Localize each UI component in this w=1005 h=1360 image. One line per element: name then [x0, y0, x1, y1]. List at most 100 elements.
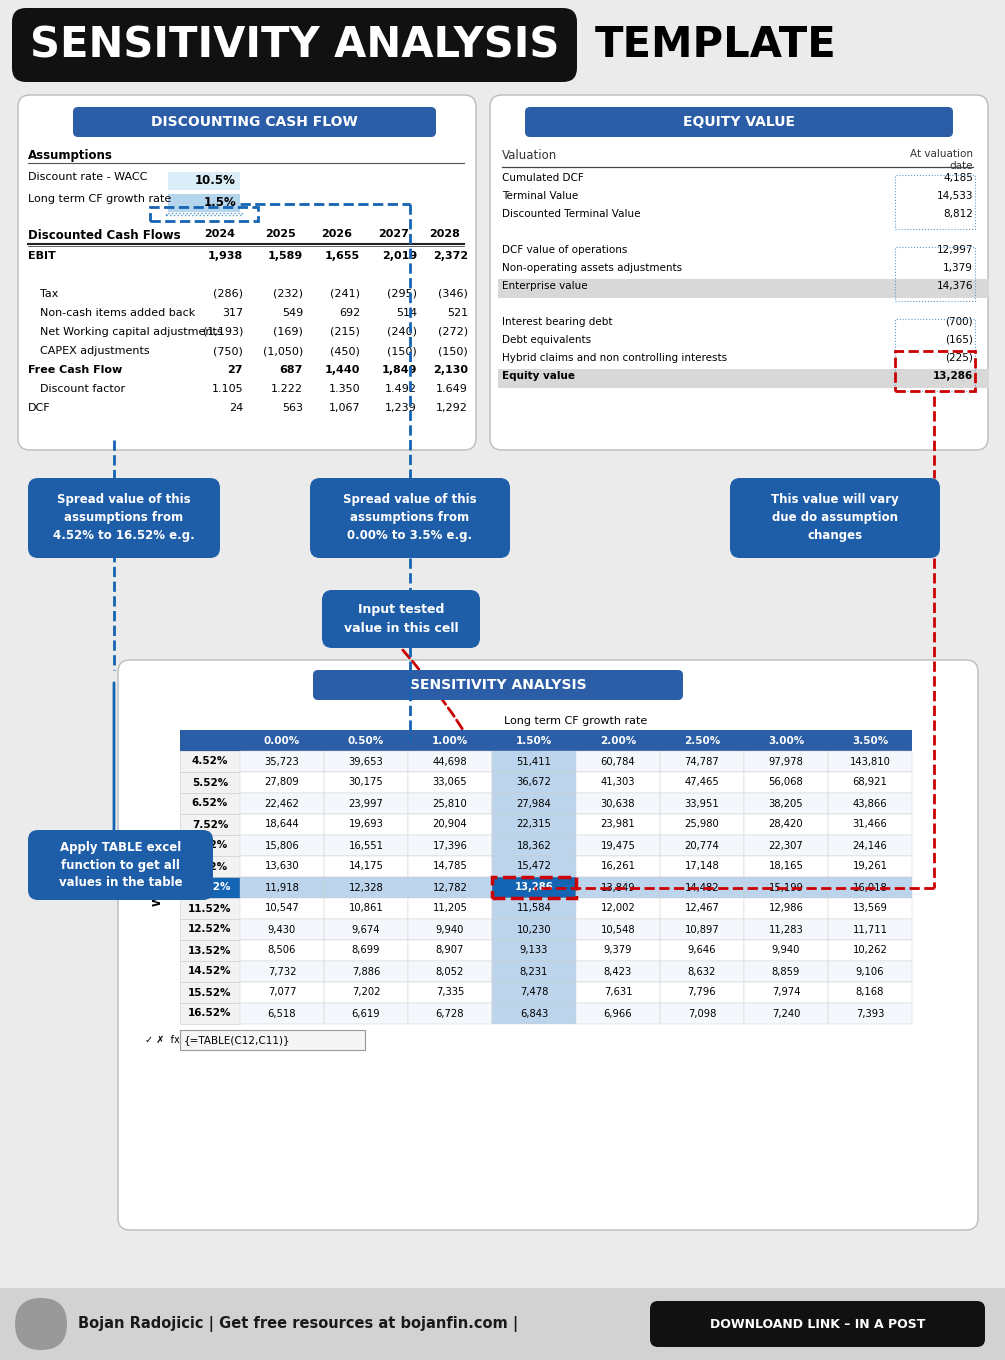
Text: 10,262: 10,262 [852, 945, 887, 956]
Text: 7.52%: 7.52% [192, 820, 228, 830]
Text: 6,728: 6,728 [436, 1009, 464, 1019]
Text: 13,286: 13,286 [933, 371, 973, 381]
Text: 7,077: 7,077 [267, 987, 296, 997]
Text: 47,465: 47,465 [684, 778, 720, 787]
Text: Equity value: Equity value [502, 371, 575, 381]
Text: 1.50%: 1.50% [516, 736, 552, 745]
Text: (169): (169) [273, 326, 303, 337]
FancyBboxPatch shape [118, 660, 978, 1229]
FancyBboxPatch shape [18, 95, 476, 450]
Bar [828, 772, 912, 793]
Text: Non-cash items added back: Non-cash items added back [40, 307, 195, 318]
Bar [324, 815, 408, 835]
Bar [240, 962, 324, 982]
Bar [828, 919, 912, 940]
Text: 33,065: 33,065 [433, 778, 467, 787]
Bar [408, 1004, 492, 1024]
Bar [576, 919, 660, 940]
Bar [408, 793, 492, 815]
Bar [180, 1030, 365, 1050]
Bar [576, 772, 660, 793]
Text: 16,551: 16,551 [349, 840, 384, 850]
Bar [408, 962, 492, 982]
Bar [828, 1004, 912, 1024]
Bar [744, 982, 828, 1004]
Text: 11.52%: 11.52% [188, 903, 232, 914]
FancyBboxPatch shape [650, 1302, 985, 1346]
Text: (241): (241) [330, 290, 360, 299]
Bar [324, 962, 408, 982]
Text: Net Working capital adjustments: Net Working capital adjustments [40, 326, 223, 337]
Text: 14,785: 14,785 [432, 861, 467, 872]
Text: 6,518: 6,518 [267, 1009, 296, 1019]
Bar [240, 772, 324, 793]
Bar [576, 962, 660, 982]
Text: Valuation: Valuation [502, 150, 557, 162]
Text: 16.52%: 16.52% [188, 1009, 232, 1019]
Text: 60,784: 60,784 [601, 756, 635, 767]
Text: (215): (215) [330, 326, 360, 337]
Bar [240, 835, 324, 855]
Bar [576, 1004, 660, 1024]
Bar [492, 751, 576, 772]
Bar [408, 940, 492, 962]
Text: TEMPLATE: TEMPLATE [595, 24, 837, 67]
Bar [660, 940, 744, 962]
Bar [492, 940, 576, 962]
Text: 12,986: 12,986 [769, 903, 803, 914]
Bar [180, 1004, 240, 1024]
Bar [660, 793, 744, 815]
Text: Long term CF growth rate: Long term CF growth rate [28, 194, 171, 204]
Bar [408, 898, 492, 919]
Text: SENSITIVITY ANALYSIS: SENSITIVITY ANALYSIS [30, 24, 559, 67]
Bar [492, 982, 576, 1004]
Text: ✓ ✗  fx: ✓ ✗ fx [145, 1035, 180, 1044]
Bar [168, 194, 240, 212]
FancyBboxPatch shape [15, 1297, 67, 1350]
Text: 14,482: 14,482 [684, 883, 720, 892]
Text: 22,307: 22,307 [769, 840, 803, 850]
Text: Spread value of this
assumptions from
4.52% to 16.52% e.g.: Spread value of this assumptions from 4.… [53, 494, 195, 543]
Text: 10,230: 10,230 [517, 925, 552, 934]
Text: 9.52%: 9.52% [192, 861, 228, 872]
Text: (750): (750) [213, 345, 243, 356]
Text: (150): (150) [438, 345, 468, 356]
Text: 0.00%: 0.00% [264, 736, 300, 745]
Bar [744, 919, 828, 940]
Text: 521: 521 [447, 307, 468, 318]
Bar [408, 855, 492, 877]
Text: 2,372: 2,372 [433, 252, 468, 261]
Bar [180, 793, 240, 815]
Bar [660, 772, 744, 793]
Bar [180, 940, 240, 962]
FancyBboxPatch shape [12, 8, 577, 82]
Bar [744, 772, 828, 793]
Text: 1,655: 1,655 [325, 252, 360, 261]
Text: 10.52%: 10.52% [188, 883, 232, 892]
Text: 2024: 2024 [204, 228, 235, 239]
Bar [492, 877, 576, 898]
Text: EBIT: EBIT [28, 252, 55, 261]
Bar [660, 982, 744, 1004]
Bar [492, 962, 576, 982]
Text: 15,472: 15,472 [517, 861, 552, 872]
Text: 97,978: 97,978 [769, 756, 803, 767]
Text: 10.5%: 10.5% [195, 174, 236, 188]
Text: EQUITY VALUE: EQUITY VALUE [683, 116, 795, 129]
Bar [240, 898, 324, 919]
Bar [576, 793, 660, 815]
Text: 74,787: 74,787 [684, 756, 720, 767]
Bar [324, 982, 408, 1004]
Bar [240, 919, 324, 940]
Text: 44,698: 44,698 [433, 756, 467, 767]
Text: 25,810: 25,810 [432, 798, 467, 808]
Text: Cumulated DCF: Cumulated DCF [502, 173, 584, 184]
Text: (1,050): (1,050) [262, 345, 303, 356]
FancyBboxPatch shape [313, 670, 683, 700]
Text: 14.52%: 14.52% [188, 967, 232, 976]
Text: 13,569: 13,569 [852, 903, 887, 914]
Bar [324, 793, 408, 815]
Text: 35,723: 35,723 [264, 756, 299, 767]
Text: 1.350: 1.350 [329, 384, 360, 394]
Text: 8,907: 8,907 [436, 945, 464, 956]
